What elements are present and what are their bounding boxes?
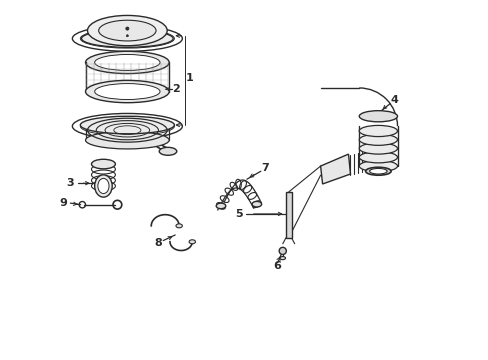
Ellipse shape — [91, 159, 115, 169]
Ellipse shape — [81, 30, 173, 47]
Ellipse shape — [359, 111, 397, 122]
Ellipse shape — [85, 51, 169, 73]
Ellipse shape — [72, 113, 182, 139]
Ellipse shape — [95, 175, 112, 197]
Ellipse shape — [359, 152, 397, 163]
Ellipse shape — [280, 257, 285, 260]
Text: 6: 6 — [273, 261, 281, 271]
Ellipse shape — [359, 143, 397, 154]
Text: 4: 4 — [389, 95, 397, 104]
Ellipse shape — [95, 54, 160, 71]
Ellipse shape — [72, 26, 182, 51]
Ellipse shape — [359, 161, 397, 172]
Ellipse shape — [359, 125, 397, 136]
Ellipse shape — [80, 29, 174, 48]
Ellipse shape — [80, 116, 174, 134]
Bar — [285, 192, 291, 238]
Text: 3: 3 — [66, 178, 74, 188]
Text: 8: 8 — [154, 238, 162, 248]
Text: 5: 5 — [235, 209, 242, 219]
Ellipse shape — [87, 15, 167, 46]
Ellipse shape — [359, 134, 397, 145]
Polygon shape — [320, 154, 350, 184]
Ellipse shape — [80, 117, 174, 136]
Text: 9: 9 — [60, 198, 67, 208]
Ellipse shape — [95, 84, 160, 99]
Ellipse shape — [176, 224, 182, 228]
Ellipse shape — [365, 167, 390, 175]
Ellipse shape — [98, 179, 109, 194]
Ellipse shape — [369, 168, 386, 174]
Ellipse shape — [251, 201, 261, 207]
Ellipse shape — [85, 80, 169, 103]
Circle shape — [125, 27, 129, 30]
Ellipse shape — [159, 147, 176, 155]
Ellipse shape — [99, 20, 156, 41]
Ellipse shape — [189, 240, 195, 244]
Ellipse shape — [216, 203, 225, 209]
Ellipse shape — [85, 131, 169, 149]
Circle shape — [279, 247, 286, 255]
Circle shape — [126, 35, 128, 37]
Text: 1: 1 — [185, 73, 193, 84]
Text: 7: 7 — [261, 163, 269, 173]
Text: 2: 2 — [172, 84, 180, 94]
